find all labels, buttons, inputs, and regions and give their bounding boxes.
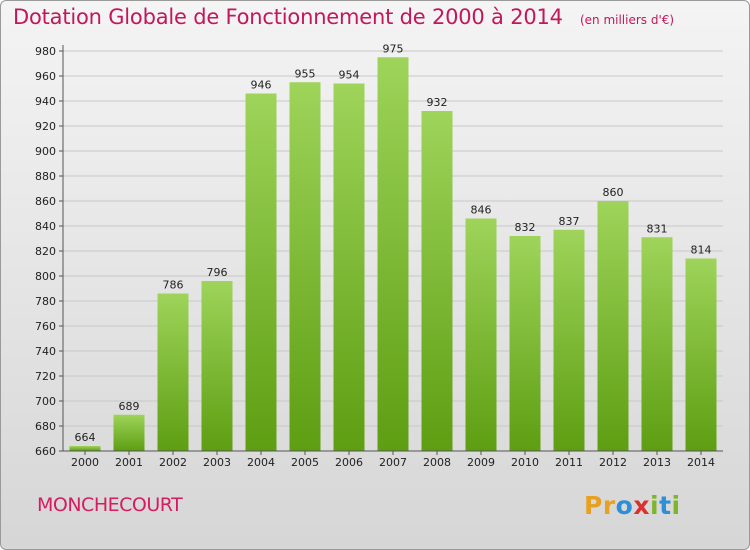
- y-tick-label: 980: [35, 45, 56, 58]
- bar: [553, 229, 585, 451]
- x-tick-label: 2012: [599, 456, 627, 469]
- y-tick-label: 940: [35, 95, 56, 108]
- axes: [62, 45, 723, 452]
- bar-value-label: 786: [163, 279, 184, 292]
- bar: [157, 293, 189, 451]
- bar: [377, 57, 409, 451]
- x-tick-label: 2001: [115, 456, 143, 469]
- y-tick-label: 780: [35, 295, 56, 308]
- bar: [465, 218, 497, 451]
- logo-letter: r: [602, 491, 616, 520]
- x-tick-label: 2003: [203, 456, 231, 469]
- logo-letter: t: [659, 491, 672, 520]
- commune-name: MONCHECOURT: [37, 494, 183, 516]
- bar: [289, 82, 321, 451]
- y-tick-label: 800: [35, 270, 56, 283]
- y-tick-label: 760: [35, 320, 56, 333]
- bar: [113, 414, 145, 451]
- bar: [597, 201, 629, 451]
- bar-value-label: 664: [75, 431, 96, 444]
- x-tick-label: 2000: [71, 456, 99, 469]
- y-tick-label: 920: [35, 120, 56, 133]
- x-tick-label: 2005: [291, 456, 319, 469]
- bar-value-label: 932: [427, 96, 448, 109]
- bar-value-label: 954: [339, 69, 360, 82]
- chart-subtitle: (en milliers d'€): [579, 13, 675, 27]
- y-tick-label: 880: [35, 170, 56, 183]
- y-tick-label: 820: [35, 245, 56, 258]
- bar: [201, 281, 233, 451]
- bar: [245, 93, 277, 451]
- x-tick-label: 2014: [687, 456, 715, 469]
- bar: [509, 236, 541, 451]
- bar-value-label: 946: [251, 79, 272, 92]
- x-tick-label: 2013: [643, 456, 671, 469]
- bar-value-label: 814: [691, 244, 712, 257]
- bar: [641, 237, 673, 451]
- bar: [333, 83, 365, 451]
- bar-value-label: 846: [471, 204, 492, 217]
- bar: [421, 111, 453, 451]
- logo-letter: P: [584, 491, 603, 520]
- y-tick-label: 660: [35, 445, 56, 458]
- y-tick-label: 860: [35, 195, 56, 208]
- x-tick-label: 2009: [467, 456, 495, 469]
- x-tick-label: 2006: [335, 456, 363, 469]
- bar-value-label: 796: [207, 266, 228, 279]
- chart-title: Dotation Globale de Fonctionnement de 20…: [13, 5, 563, 29]
- y-tick-label: 680: [35, 420, 56, 433]
- y-tick-label: 740: [35, 345, 56, 358]
- logo-letter: x: [633, 491, 650, 520]
- y-tick-label: 720: [35, 370, 56, 383]
- bar-value-label: 689: [119, 400, 140, 413]
- bar-value-label: 831: [647, 222, 668, 235]
- y-tick-label: 900: [35, 145, 56, 158]
- bars: 664 689 786 796 946 955 954 975 932 846 832 837 860 8…: [69, 42, 717, 451]
- x-tick-label: 2011: [555, 456, 583, 469]
- x-tick-label: 2007: [379, 456, 407, 469]
- x-axis-ticks: 2000 2001 2002 2003 2004 2005 2006 2007 2008 2009…: [71, 451, 715, 469]
- logo-letter: o: [615, 491, 634, 520]
- x-tick-label: 2010: [511, 456, 539, 469]
- y-tick-label: 840: [35, 220, 56, 233]
- y-axis-ticks: 660 680 700 720 740 760 780 800 820 840 860 880 900 9…: [35, 45, 63, 458]
- x-tick-label: 2008: [423, 456, 451, 469]
- bar-value-label: 975: [383, 42, 404, 55]
- logo-letter: i: [671, 491, 681, 520]
- x-tick-label: 2004: [247, 456, 275, 469]
- bar-value-label: 832: [515, 221, 536, 234]
- proxiti-logo: Proxiti: [584, 491, 681, 520]
- bar-value-label: 955: [295, 67, 316, 80]
- bar: [69, 446, 101, 451]
- y-tick-label: 700: [35, 395, 56, 408]
- bar-value-label: 860: [603, 186, 624, 199]
- x-tick-label: 2002: [159, 456, 187, 469]
- title-row: Dotation Globale de Fonctionnement de 20…: [13, 5, 674, 29]
- y-tick-label: 960: [35, 70, 56, 83]
- bar: [685, 258, 717, 451]
- logo-letter: i: [650, 491, 660, 520]
- bar-value-label: 837: [559, 215, 580, 228]
